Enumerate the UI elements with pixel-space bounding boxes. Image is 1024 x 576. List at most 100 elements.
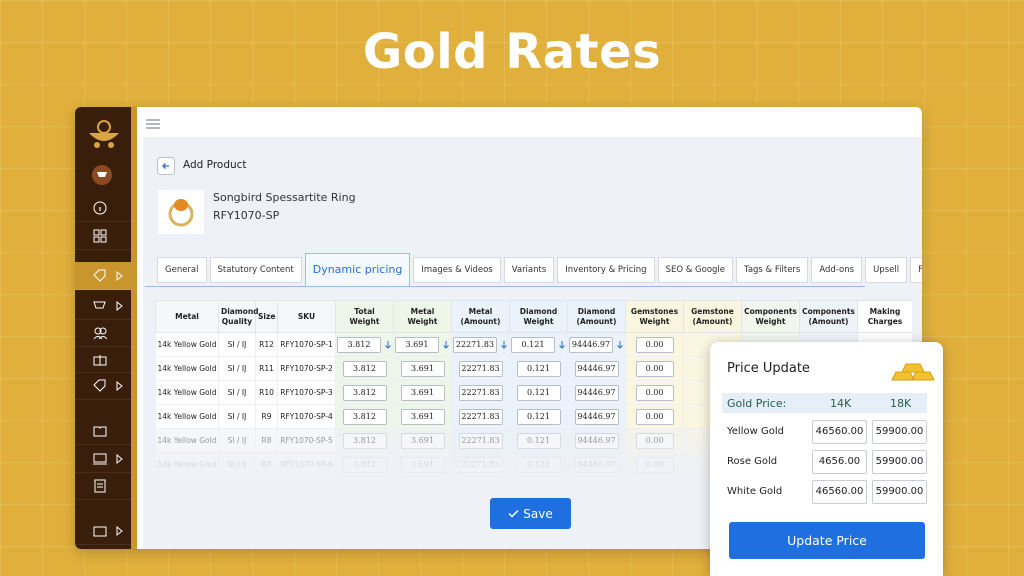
cell: 14k Yellow Gold xyxy=(155,380,219,405)
nav-orders[interactable] xyxy=(75,292,131,320)
sidebar xyxy=(75,107,137,549)
cell: 22271.83 xyxy=(451,356,510,381)
rate-input[interactable]: 59900.00 xyxy=(872,480,927,504)
card-header-row xyxy=(722,393,927,413)
copy-down-icon[interactable] xyxy=(558,340,566,350)
input-field[interactable]: 22271.83 xyxy=(458,360,503,377)
input-field[interactable]: 22271.83 xyxy=(458,408,503,425)
column-header: Gemstone (Amount) xyxy=(683,300,742,333)
tab[interactable]: Add-ons xyxy=(811,257,863,283)
nav-desktop[interactable] xyxy=(75,445,131,473)
tab[interactable]: SEO & Google xyxy=(657,257,734,283)
gold-bars-icon xyxy=(891,363,935,381)
cell: 3.691 xyxy=(393,356,452,381)
copy-down-icon[interactable] xyxy=(616,340,624,350)
nav-book[interactable] xyxy=(75,417,131,445)
cell: 0.00 xyxy=(625,404,684,429)
column-header: Gemstones Weight xyxy=(625,300,684,333)
save-button[interactable]: Save xyxy=(490,498,571,529)
copy-down-icon[interactable] xyxy=(442,340,450,350)
nav-gifts[interactable] xyxy=(75,345,131,373)
product-sku: RFY1070-SP xyxy=(213,209,280,222)
nav-tags[interactable] xyxy=(75,372,131,400)
nav-users[interactable] xyxy=(75,319,131,347)
input-field[interactable]: 3.812 xyxy=(342,360,387,377)
column-header: Making Charges xyxy=(857,300,912,333)
rate-input[interactable]: 59900.00 xyxy=(872,420,927,444)
menu-button[interactable] xyxy=(145,118,161,130)
cell: RFY1070-SP-3 xyxy=(277,380,336,405)
input-field[interactable]: 94446.97 xyxy=(569,336,613,353)
rate-input[interactable]: 4656.00 xyxy=(812,450,867,474)
nav-reports[interactable] xyxy=(75,472,131,500)
column-header: Diamond (Amount) xyxy=(567,300,626,333)
cell: 22271.83 xyxy=(451,380,510,405)
nav-products[interactable] xyxy=(75,262,131,290)
input-field[interactable]: 3.812 xyxy=(342,408,387,425)
rate-input[interactable]: 46560.00 xyxy=(812,480,867,504)
cell: 94446.97 xyxy=(567,356,626,381)
tab[interactable]: Tags & Filters xyxy=(736,257,809,283)
cell: 14k Yellow Gold xyxy=(155,332,219,357)
tab[interactable]: Faqs xyxy=(910,257,922,283)
cell: 14k Yellow Gold xyxy=(155,404,219,429)
input-field[interactable]: 3.812 xyxy=(342,384,387,401)
input-field[interactable]: 3.691 xyxy=(400,384,445,401)
input-field[interactable]: 22271.83 xyxy=(453,336,497,353)
tab[interactable]: Statutory Content xyxy=(209,257,302,283)
input-field[interactable]: 94446.97 xyxy=(574,384,619,401)
input-field[interactable]: 94446.97 xyxy=(574,408,619,425)
card-title: Price Update xyxy=(727,361,810,376)
copy-down-icon[interactable] xyxy=(384,340,392,350)
cell: 0.121 xyxy=(509,404,568,429)
cell: 94446.97 xyxy=(567,380,626,405)
nav-info[interactable] xyxy=(75,194,131,222)
nav-grid[interactable] xyxy=(75,222,131,250)
input-field[interactable]: 3.691 xyxy=(395,336,439,353)
cell: 94446.97 xyxy=(567,332,626,357)
card-header-cell: 18K xyxy=(890,397,912,410)
cell: RFY1070-SP-2 xyxy=(277,356,336,381)
tab-underline xyxy=(145,286,865,287)
input-field[interactable]: 0.00 xyxy=(635,336,674,353)
cell: 3.812 xyxy=(335,332,394,357)
input-field[interactable]: 94446.97 xyxy=(574,360,619,377)
cell: SI / IJ xyxy=(218,356,256,381)
tab[interactable]: Upsell xyxy=(865,257,908,283)
app-window: Add Product Songbird Spessartite Ring RF… xyxy=(75,107,922,549)
logo xyxy=(89,120,119,148)
column-header: Metal xyxy=(155,300,219,333)
input-field[interactable]: 3.691 xyxy=(400,360,445,377)
page-title: Gold Rates xyxy=(362,24,662,80)
input-field[interactable]: 0.00 xyxy=(635,384,674,401)
nav-cases[interactable] xyxy=(75,517,131,545)
copy-down-icon[interactable] xyxy=(500,340,508,350)
column-header: Components Weight xyxy=(741,300,800,333)
tab[interactable]: Variants xyxy=(503,257,555,283)
tab[interactable]: Inventory & Pricing xyxy=(557,257,655,283)
tab[interactable]: Images & Videos xyxy=(413,257,501,283)
update-price-button[interactable]: Update Price xyxy=(729,522,925,559)
cart-badge[interactable] xyxy=(91,164,113,186)
input-field[interactable]: 0.121 xyxy=(516,384,561,401)
column-header: Size xyxy=(255,300,278,333)
rate-input[interactable]: 46560.00 xyxy=(812,420,867,444)
tab[interactable]: General xyxy=(157,257,207,283)
cell: 3.812 xyxy=(335,380,394,405)
rate-input[interactable]: 59900.00 xyxy=(872,450,927,474)
product-name: Songbird Spessartite Ring xyxy=(213,191,356,204)
input-field[interactable]: 3.691 xyxy=(400,408,445,425)
input-field[interactable]: 3.812 xyxy=(337,336,381,353)
input-field[interactable]: 0.121 xyxy=(511,336,555,353)
back-button[interactable] xyxy=(157,157,175,175)
cell: 3.691 xyxy=(393,332,452,357)
tab[interactable]: Dynamic pricing xyxy=(304,253,411,287)
input-field[interactable]: 0.00 xyxy=(635,408,674,425)
input-field[interactable]: 0.121 xyxy=(516,408,561,425)
input-field[interactable]: 0.00 xyxy=(635,360,674,377)
input-field[interactable]: 0.121 xyxy=(516,360,561,377)
cell: SI / IJ xyxy=(218,380,256,405)
cell: 0.00 xyxy=(625,356,684,381)
input-field[interactable]: 22271.83 xyxy=(458,384,503,401)
